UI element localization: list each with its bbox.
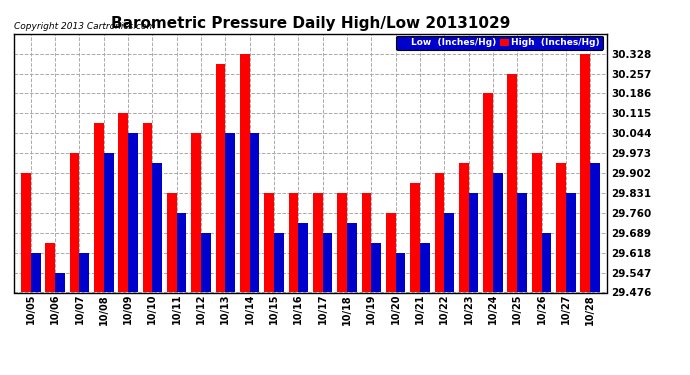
Bar <box>226 133 235 292</box>
Bar <box>493 173 502 292</box>
Bar <box>288 193 298 292</box>
Bar <box>507 74 518 292</box>
Bar <box>323 233 333 292</box>
Bar <box>70 153 79 292</box>
Bar <box>21 173 31 292</box>
Bar <box>532 153 542 292</box>
Bar <box>362 193 371 292</box>
Bar <box>274 233 284 292</box>
Text: Copyright 2013 Cartronics.com: Copyright 2013 Cartronics.com <box>14 22 155 31</box>
Bar <box>79 253 89 292</box>
Bar <box>444 213 454 292</box>
Bar <box>371 243 381 292</box>
Bar <box>31 253 41 292</box>
Title: Barometric Pressure Daily High/Low 20131029: Barometric Pressure Daily High/Low 20131… <box>111 16 510 31</box>
Bar <box>191 133 201 292</box>
Bar <box>386 213 395 292</box>
Bar <box>420 243 430 292</box>
Bar <box>119 113 128 292</box>
Bar <box>46 243 55 292</box>
Bar <box>483 93 493 292</box>
Bar <box>313 193 323 292</box>
Bar <box>580 54 590 292</box>
Bar <box>216 64 226 292</box>
Bar <box>298 223 308 292</box>
Bar <box>469 193 478 292</box>
Bar <box>459 163 469 292</box>
Bar <box>590 163 600 292</box>
Bar <box>347 223 357 292</box>
Bar <box>395 253 405 292</box>
Bar <box>542 233 551 292</box>
Bar <box>201 233 210 292</box>
Bar <box>104 153 114 292</box>
Bar <box>177 213 186 292</box>
Bar <box>518 193 527 292</box>
Bar <box>250 133 259 292</box>
Bar <box>152 163 162 292</box>
Bar <box>337 193 347 292</box>
Bar <box>264 193 274 292</box>
Bar <box>143 123 152 292</box>
Bar <box>435 173 444 292</box>
Bar <box>556 163 566 292</box>
Bar <box>128 133 138 292</box>
Bar <box>94 123 104 292</box>
Bar <box>411 183 420 292</box>
Bar <box>566 193 575 292</box>
Bar <box>55 273 65 292</box>
Bar <box>240 54 250 292</box>
Bar <box>167 193 177 292</box>
Legend: Low  (Inches/Hg), High  (Inches/Hg): Low (Inches/Hg), High (Inches/Hg) <box>396 36 602 50</box>
